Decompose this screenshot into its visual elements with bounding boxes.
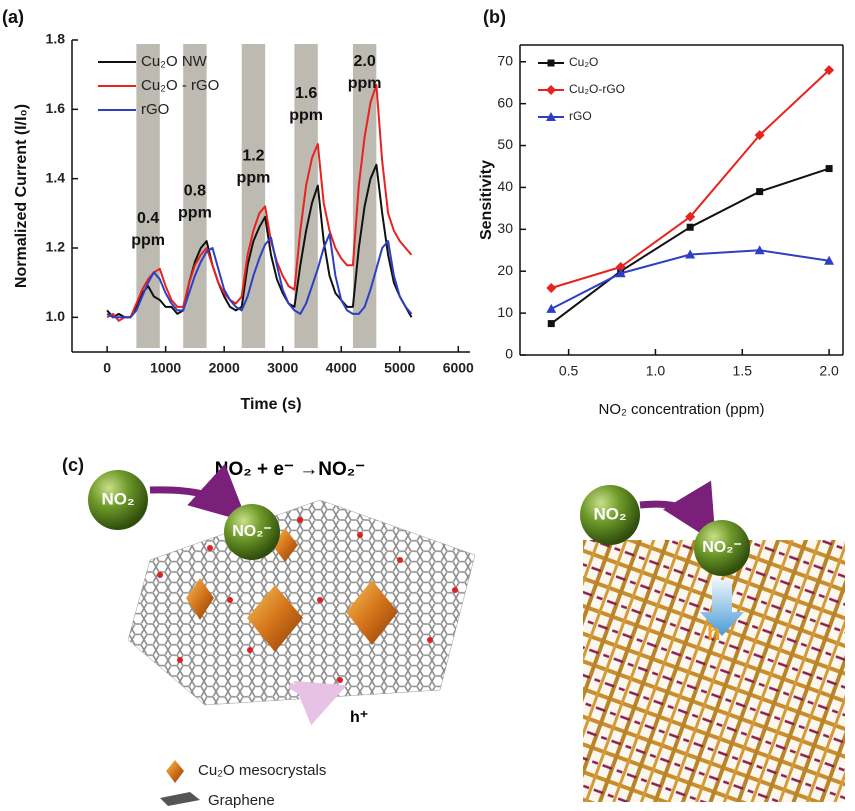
x-tick-label: 3000 bbox=[267, 360, 298, 376]
x-tick-label: 1.5 bbox=[733, 363, 753, 379]
annotation: ppm bbox=[131, 232, 165, 249]
legend-label: Cu₂O-rGO bbox=[569, 82, 625, 96]
figure: (a) (b) (c) NO₂ + e⁻ →NO₂⁻ NO₂ NO₂⁻ h⁺ C… bbox=[0, 0, 855, 811]
y-tick-label: 40 bbox=[497, 178, 513, 194]
equation: NO₂ + e⁻ →NO₂⁻ bbox=[215, 459, 365, 480]
panel-label: (a) bbox=[2, 7, 24, 27]
marker bbox=[546, 85, 556, 95]
legend-label: Cu₂O mesocrystals bbox=[198, 762, 326, 779]
marker bbox=[548, 320, 555, 327]
legend-label: Graphene bbox=[208, 792, 275, 809]
marker bbox=[756, 188, 763, 195]
annotation: 0.4 bbox=[137, 210, 159, 227]
y-tick-label: 30 bbox=[497, 220, 513, 236]
y-tick-label: 50 bbox=[497, 136, 513, 152]
annotation: 1.6 bbox=[295, 85, 317, 102]
x-tick-label: 1.0 bbox=[646, 363, 666, 379]
y-tick-label: 60 bbox=[497, 94, 513, 110]
series-line bbox=[551, 169, 829, 324]
mechanism-diagram: NO₂ + e⁻ →NO₂⁻ NO₂ NO₂⁻ h⁺ Cu₂O mesocrys… bbox=[88, 459, 845, 809]
x-tick-label: 0.5 bbox=[559, 363, 579, 379]
annotation: 2.0 bbox=[354, 53, 376, 70]
legend-label: rGO bbox=[569, 109, 592, 123]
legend-label: Cu₂O NW bbox=[141, 53, 208, 70]
x-tick-label: 4000 bbox=[326, 360, 357, 376]
series-line bbox=[551, 250, 829, 309]
arrow bbox=[640, 504, 705, 525]
y-tick-label: 10 bbox=[497, 304, 513, 320]
y-tick-label: 1.4 bbox=[46, 169, 66, 185]
annotation: ppm bbox=[289, 107, 323, 124]
annotation: 0.8 bbox=[184, 182, 206, 199]
annotation: ppm bbox=[348, 75, 382, 92]
arrow bbox=[150, 490, 232, 508]
x-tick-label: 5000 bbox=[384, 360, 415, 376]
x-tick-label: 0 bbox=[103, 360, 111, 376]
legend-icon bbox=[160, 792, 200, 806]
molecule-label: NO₂ bbox=[593, 504, 626, 523]
annotation: ppm bbox=[237, 170, 271, 187]
marker bbox=[548, 60, 555, 67]
legend-icon bbox=[166, 760, 184, 783]
y-tick-label: 1.2 bbox=[46, 239, 66, 255]
lattice bbox=[583, 540, 845, 802]
x-tick-label: 6000 bbox=[443, 360, 474, 376]
hole-label: h bbox=[707, 620, 720, 645]
y-axis-label: Sensitivity bbox=[478, 160, 495, 240]
y-tick-label: 0 bbox=[505, 346, 513, 362]
x-tick-label: 2.0 bbox=[819, 363, 839, 379]
x-axis-label: NO₂ concentration (ppm) bbox=[599, 401, 765, 418]
y-tick-label: 70 bbox=[497, 52, 513, 68]
molecule-label: NO₂⁻ bbox=[702, 539, 742, 556]
molecule-label: NO₂⁻ bbox=[232, 523, 272, 540]
panel-label: (c) bbox=[62, 455, 84, 475]
marker bbox=[826, 165, 833, 172]
marker bbox=[687, 224, 694, 231]
annotation: ppm bbox=[178, 204, 212, 221]
y-tick-label: 1.8 bbox=[46, 31, 66, 47]
panel-label: (b) bbox=[483, 7, 506, 27]
hole-label: h⁺ bbox=[350, 709, 368, 726]
y-axis-label: Normalized Current (I/I₀) bbox=[13, 104, 30, 288]
annotation: 1.2 bbox=[242, 148, 264, 165]
marker bbox=[546, 283, 556, 293]
y-tick-label: 1.0 bbox=[46, 308, 66, 324]
y-tick-label: 1.6 bbox=[46, 100, 66, 116]
x-tick-label: 1000 bbox=[150, 360, 181, 376]
molecule-label: NO₂ bbox=[101, 489, 134, 508]
legend-label: Cu₂O - rGO bbox=[141, 77, 219, 94]
legend-label: rGO bbox=[141, 101, 169, 118]
x-tick-label: 2000 bbox=[209, 360, 240, 376]
graphene-sheet bbox=[128, 500, 475, 705]
x-axis-label: Time (s) bbox=[240, 396, 301, 413]
marker bbox=[546, 304, 556, 313]
y-tick-label: 20 bbox=[497, 262, 513, 278]
legend-label: Cu₂O bbox=[569, 55, 598, 69]
